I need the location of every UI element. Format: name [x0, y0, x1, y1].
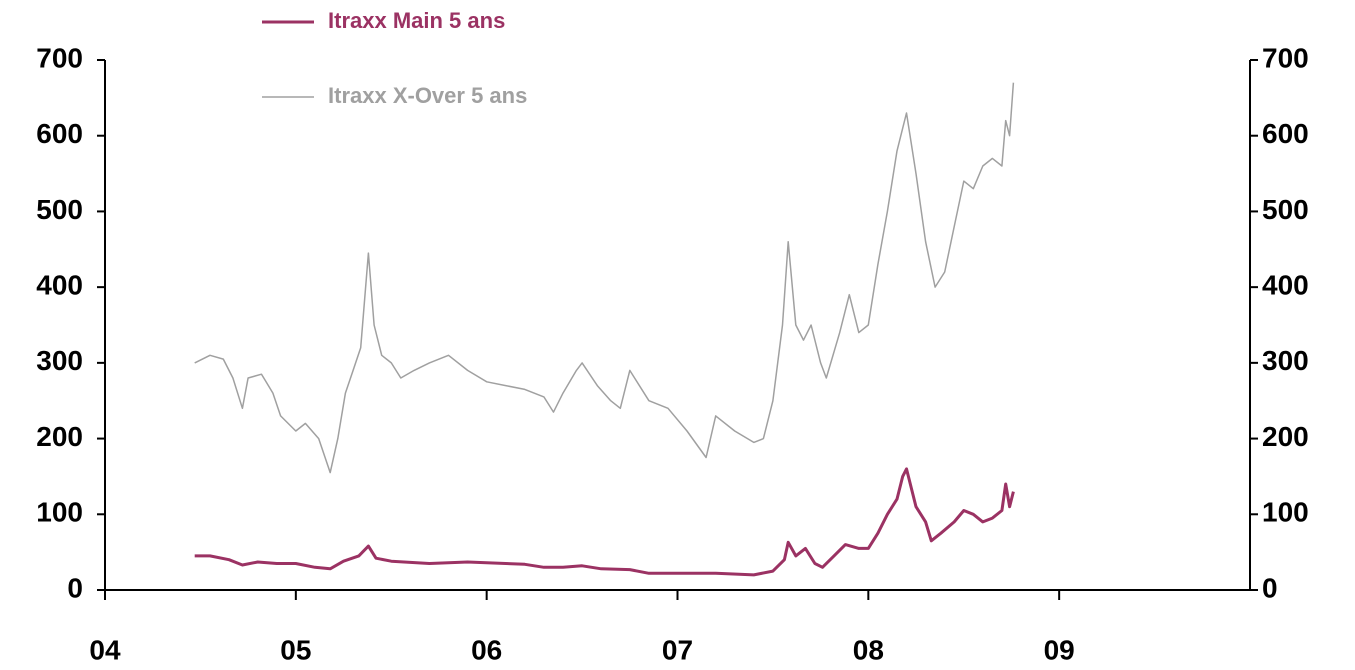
series-line — [194, 467, 1015, 577]
y2-tick-label: 300 — [1262, 345, 1309, 376]
y-tick-label: 100 — [36, 497, 83, 528]
y2-tick-label: 200 — [1262, 421, 1309, 452]
series-line — [194, 82, 1015, 474]
x-tick-label: 05 — [280, 634, 311, 665]
y-tick-label: 200 — [36, 421, 83, 452]
y2-tick-label: 500 — [1262, 194, 1309, 225]
y2-tick-label: 600 — [1262, 118, 1309, 149]
x-tick-label: 07 — [662, 634, 693, 665]
legend-label: Itraxx X-Over 5 ans — [328, 83, 527, 108]
x-tick-label: 09 — [1044, 634, 1075, 665]
y2-tick-label: 100 — [1262, 497, 1309, 528]
y2-tick-label: 700 — [1262, 42, 1309, 73]
y-tick-label: 0 — [67, 572, 83, 603]
legend-label: Itraxx Main 5 ans — [328, 8, 505, 33]
x-tick-label: 06 — [471, 634, 502, 665]
x-tick-label: 08 — [853, 634, 884, 665]
y-tick-label: 400 — [36, 270, 83, 301]
y2-tick-label: 0 — [1262, 572, 1278, 603]
y-tick-label: 500 — [36, 194, 83, 225]
y-tick-label: 300 — [36, 345, 83, 376]
x-tick-label: 04 — [89, 634, 121, 665]
y-tick-label: 600 — [36, 118, 83, 149]
y2-tick-label: 400 — [1262, 270, 1309, 301]
y-tick-label: 700 — [36, 42, 83, 73]
